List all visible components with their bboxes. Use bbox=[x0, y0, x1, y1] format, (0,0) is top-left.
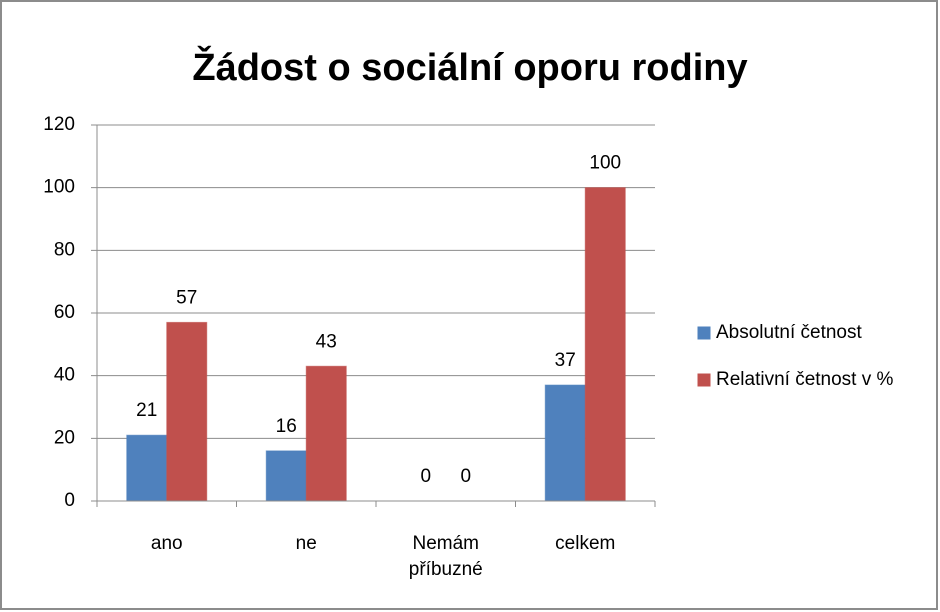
y-tick-label: 120 bbox=[43, 114, 75, 135]
y-tick-label: 20 bbox=[54, 427, 75, 448]
y-tick-label: 80 bbox=[54, 239, 75, 260]
legend-swatch bbox=[697, 373, 711, 387]
data-label: 16 bbox=[276, 416, 297, 437]
y-tick-label: 100 bbox=[43, 177, 75, 198]
y-tick-label: 0 bbox=[64, 490, 75, 511]
legend-label: Absolutní četnost bbox=[716, 322, 862, 343]
bar bbox=[305, 365, 347, 502]
x-tick-label: Nemám příbuzné bbox=[408, 533, 483, 580]
data-label: 0 bbox=[460, 466, 471, 487]
legend-label: Relativní četnost v % bbox=[716, 369, 894, 390]
data-label: 21 bbox=[136, 400, 157, 421]
y-tick-label: 40 bbox=[54, 365, 75, 386]
bar bbox=[265, 450, 307, 502]
bar bbox=[584, 187, 626, 502]
legend-swatch bbox=[697, 326, 711, 340]
data-label: 43 bbox=[316, 331, 337, 352]
data-label: 57 bbox=[176, 287, 197, 308]
data-label: 100 bbox=[589, 153, 621, 174]
bar bbox=[544, 384, 586, 502]
x-tick-label: ne bbox=[295, 533, 317, 554]
data-label: 37 bbox=[555, 350, 576, 371]
chart-title: Žádost o sociální oporu rodiny bbox=[192, 45, 747, 89]
bar bbox=[166, 321, 208, 502]
bar bbox=[126, 434, 168, 502]
data-label: 0 bbox=[420, 466, 431, 487]
y-tick-label: 60 bbox=[54, 302, 75, 323]
x-tick-label: ano bbox=[150, 533, 183, 554]
x-tick-label: celkem bbox=[555, 533, 616, 554]
